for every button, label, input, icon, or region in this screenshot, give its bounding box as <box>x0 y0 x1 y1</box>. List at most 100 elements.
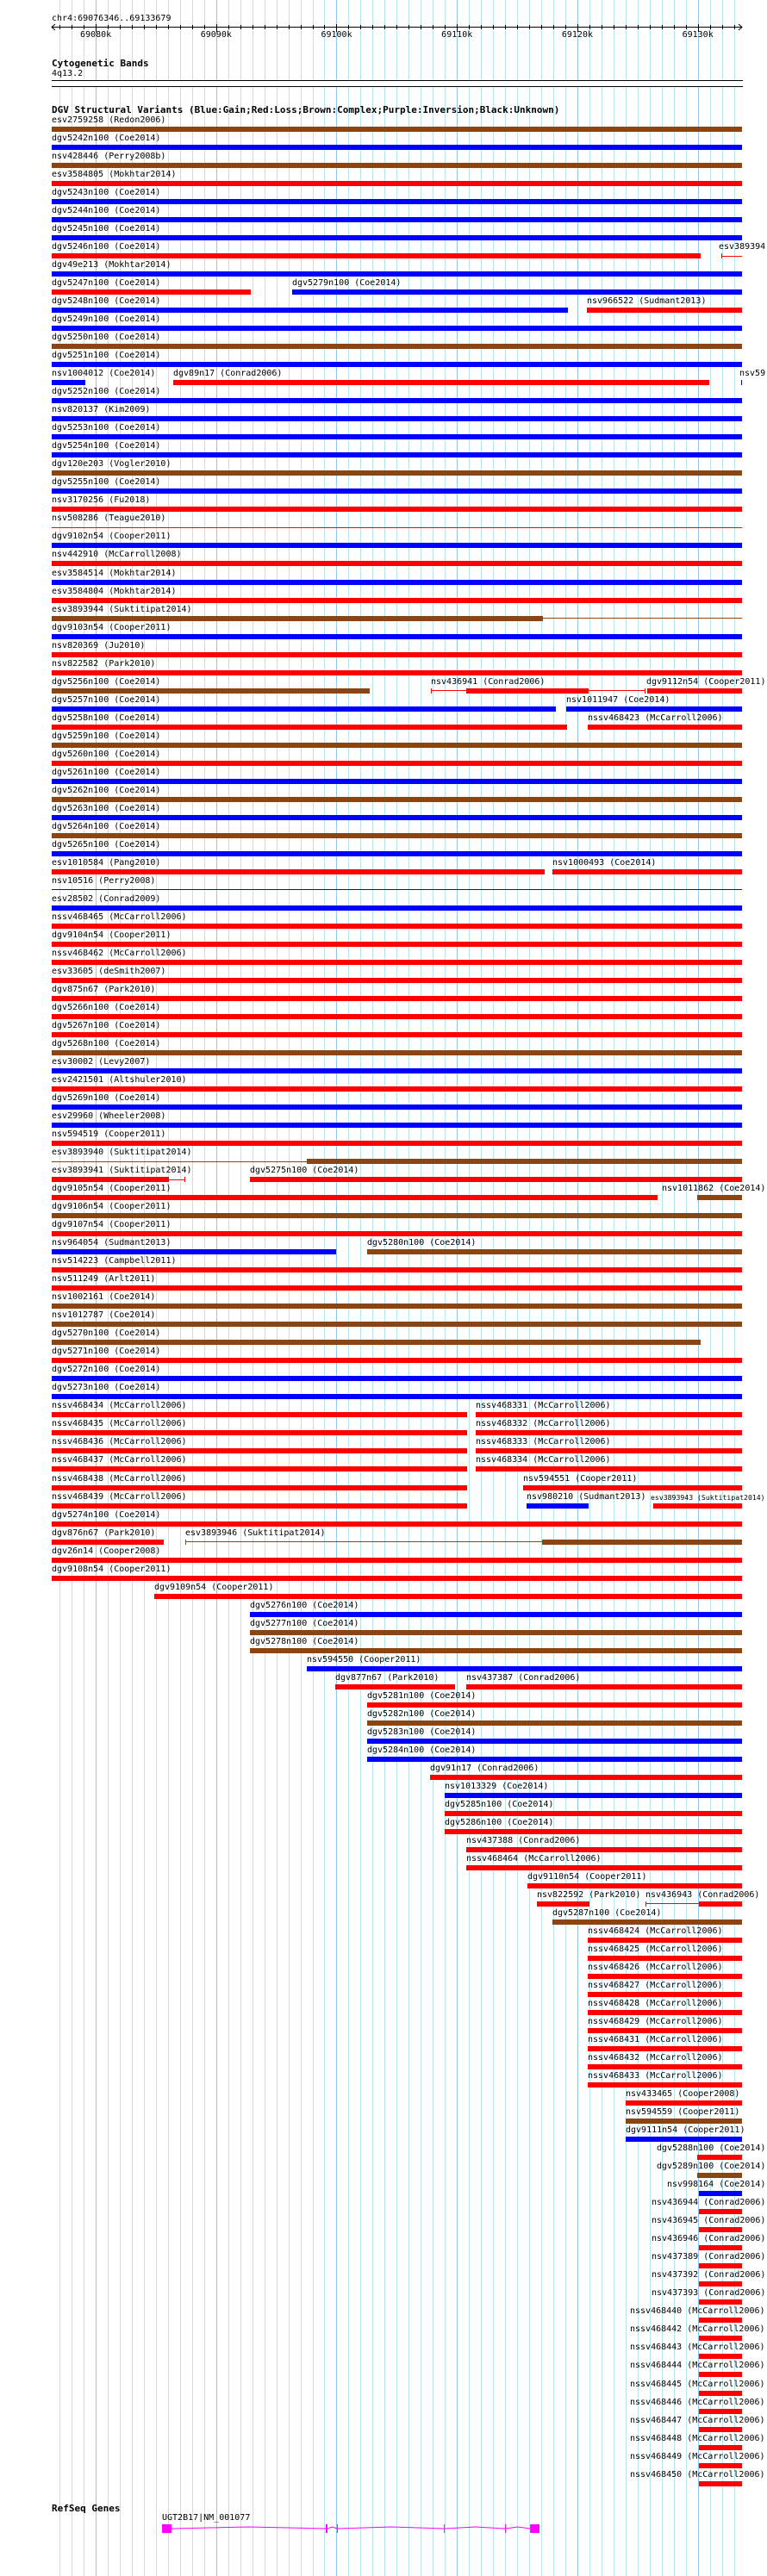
variant-bar-gain[interactable] <box>52 308 568 314</box>
variant-bar-loss[interactable] <box>697 2155 742 2161</box>
variant-label[interactable]: nssv468433 (McCarroll2006) <box>588 2071 723 2081</box>
variant-label[interactable]: nsv511249 (Arlt2011) <box>52 1274 156 1285</box>
variant-bar-loss[interactable] <box>52 1267 742 1273</box>
variant-label[interactable]: dgv89n17 (Conrad2006) <box>173 369 283 379</box>
variant-label[interactable]: dgv5255n100 (Coe2014) <box>52 477 161 488</box>
variant-bar-loss[interactable] <box>653 1503 742 1509</box>
gene-ugt2b17[interactable] <box>0 2520 767 2537</box>
variant-bar-complex[interactable] <box>52 1304 742 1310</box>
variant-label[interactable]: nsv820369 (Ju2010) <box>52 640 146 650</box>
variant-bar-gain[interactable] <box>52 1123 742 1129</box>
variant-label[interactable]: dgv5289n100 (Coe2014) <box>657 2162 766 2172</box>
variant-bar-gain[interactable] <box>52 579 742 585</box>
variant-bar-loss[interactable] <box>173 380 709 386</box>
variant-line[interactable] <box>52 526 742 528</box>
variant-label[interactable]: esv28502 (Conrad2009) <box>52 893 161 904</box>
variant-bar-loss[interactable] <box>698 2318 742 2324</box>
variant-bar-loss[interactable] <box>698 2227 742 2233</box>
variant-bar-gain[interactable] <box>445 1792 742 1798</box>
variant-label[interactable]: nssv468439 (McCarroll2006) <box>52 1491 187 1502</box>
variant-label[interactable]: dgv5270n100 (Coe2014) <box>52 1328 161 1339</box>
variant-bar-loss[interactable] <box>250 1177 742 1183</box>
variant-bar-gain[interactable] <box>52 235 742 241</box>
variant-bar-complex[interactable] <box>52 470 742 476</box>
variant-label[interactable]: nssv468334 (McCarroll2006) <box>476 1455 611 1465</box>
variant-bar-gain[interactable] <box>52 398 742 404</box>
variant-bar-loss[interactable] <box>52 977 742 983</box>
variant-bar-loss[interactable] <box>52 1539 164 1545</box>
variant-label[interactable]: dgv5275n100 (Coe2014) <box>250 1166 359 1176</box>
variant-label[interactable]: nsv1000493 (Coe2014) <box>552 857 657 868</box>
variant-label[interactable]: dgv91n17 (Conrad2006) <box>430 1763 539 1773</box>
variant-bar-complex[interactable] <box>52 1322 742 1328</box>
variant-bar-complex[interactable] <box>52 127 742 132</box>
variant-bar-complex[interactable] <box>306 1159 742 1165</box>
variant-bar-loss[interactable] <box>52 1231 742 1237</box>
variant-bar-loss[interactable] <box>52 959 742 965</box>
variant-label[interactable]: nsv1004012 (Coe2014) <box>52 369 156 379</box>
variant-label[interactable]: dgv5249n100 (Coe2014) <box>52 314 161 325</box>
variant-label[interactable]: dgv9106n54 (Cooper2011) <box>52 1202 171 1212</box>
variant-bar-loss[interactable] <box>52 253 702 259</box>
variant-label[interactable]: esv3584805 (Mokhtar2014) <box>52 170 177 180</box>
variant-bar-loss[interactable] <box>698 2336 742 2342</box>
variant-bar-loss[interactable] <box>527 1882 742 1888</box>
variant-label[interactable]: dgv9108n54 (Cooper2011) <box>52 1564 171 1574</box>
variant-label[interactable]: dgv5247n100 (Coe2014) <box>52 278 161 289</box>
variant-bar-loss[interactable] <box>52 597 742 603</box>
variant-bar-loss[interactable] <box>52 561 742 567</box>
variant-label[interactable]: esv3584804 (Mokhtar2014) <box>52 586 177 596</box>
variant-bar-loss[interactable] <box>466 1864 742 1870</box>
variant-bar-complex[interactable] <box>52 1213 742 1219</box>
variant-label[interactable]: nssv468432 (McCarroll2006) <box>588 2053 723 2063</box>
variant-label[interactable]: nsv433465 (Cooper2008) <box>626 2089 740 2100</box>
variant-label[interactable]: nssv468438 (McCarroll2006) <box>52 1473 187 1484</box>
variant-bar-loss[interactable] <box>52 941 742 947</box>
variant-bar-loss[interactable] <box>588 2028 742 2034</box>
variant-bar-complex[interactable] <box>52 832 742 838</box>
variant-label[interactable]: dgv9107n54 (Cooper2011) <box>52 1220 171 1230</box>
variant-label[interactable]: dgv9111n54 (Cooper2011) <box>626 2125 745 2136</box>
variant-line[interactable] <box>721 255 742 257</box>
variant-bar-complex[interactable] <box>367 1249 742 1255</box>
variant-bar-complex[interactable] <box>697 2173 742 2179</box>
variant-label[interactable]: nssv468435 (McCarroll2006) <box>52 1419 187 1429</box>
variant-label[interactable]: nsv998164 (Coe2014) <box>667 2180 766 2190</box>
variant-label[interactable]: nsv964054 (Sudmant2013) <box>52 1238 171 1248</box>
variant-bar-loss[interactable] <box>588 724 742 730</box>
variant-label[interactable]: nsv820137 (Kim2009) <box>52 405 151 415</box>
variant-label[interactable]: dgv5285n100 (Coe2014) <box>445 1799 554 1809</box>
variant-bar-complex[interactable] <box>52 742 742 748</box>
variant-bar-loss[interactable] <box>698 2462 742 2468</box>
variant-label[interactable]: nssv468443 (McCarroll2006) <box>630 2343 765 2353</box>
variant-label[interactable]: dgv9112n54 (Cooper2011) <box>646 676 766 687</box>
variant-bar-gain[interactable] <box>740 380 743 386</box>
variant-bar-complex[interactable] <box>542 1539 742 1545</box>
variant-label[interactable]: dgv5279n100 (Coe2014) <box>292 278 402 289</box>
variant-bar-loss[interactable] <box>52 669 742 675</box>
variant-label[interactable]: nsv437392 (Conrad2006) <box>652 2270 766 2280</box>
variant-bar-loss[interactable] <box>52 1466 468 1472</box>
variant-bar-gain[interactable] <box>566 706 742 712</box>
gene-label[interactable]: UGT2B17|NM_001077 <box>162 2513 251 2523</box>
cytoband-4q13-2[interactable] <box>52 80 743 87</box>
variant-bar-gain[interactable] <box>52 452 742 458</box>
variant-bar-loss[interactable] <box>698 2263 742 2269</box>
variant-label[interactable]: nsv508286 (Teague2010) <box>52 513 166 524</box>
variant-bar-gain[interactable] <box>250 1611 742 1617</box>
variant-label[interactable]: nsv437388 (Conrad2006) <box>466 1835 581 1845</box>
variant-bar-loss[interactable] <box>626 2100 742 2106</box>
variant-label[interactable]: dgv5286n100 (Coe2014) <box>445 1817 554 1827</box>
variant-bar-complex[interactable] <box>52 615 544 621</box>
variant-bar-loss[interactable] <box>698 2281 742 2287</box>
variant-label[interactable]: esv3893943 (Suktitipat2014) <box>651 1492 765 1502</box>
variant-bar-loss[interactable] <box>52 1086 742 1092</box>
variant-bar-gain[interactable] <box>52 380 86 386</box>
variant-label[interactable]: nssv468431 (McCarroll2006) <box>588 2035 723 2045</box>
variant-label[interactable]: dgv5242n100 (Coe2014) <box>52 134 161 144</box>
variant-bar-loss[interactable] <box>698 2372 742 2378</box>
variant-label[interactable]: esv3893941 (Suktitipat2014) <box>52 1166 192 1176</box>
variant-label[interactable]: esv33605 (deSmith2007) <box>52 966 166 976</box>
variant-bar-gain[interactable] <box>52 706 557 712</box>
variant-label[interactable]: esv3893944 (Suktitipat2014) <box>52 604 192 614</box>
